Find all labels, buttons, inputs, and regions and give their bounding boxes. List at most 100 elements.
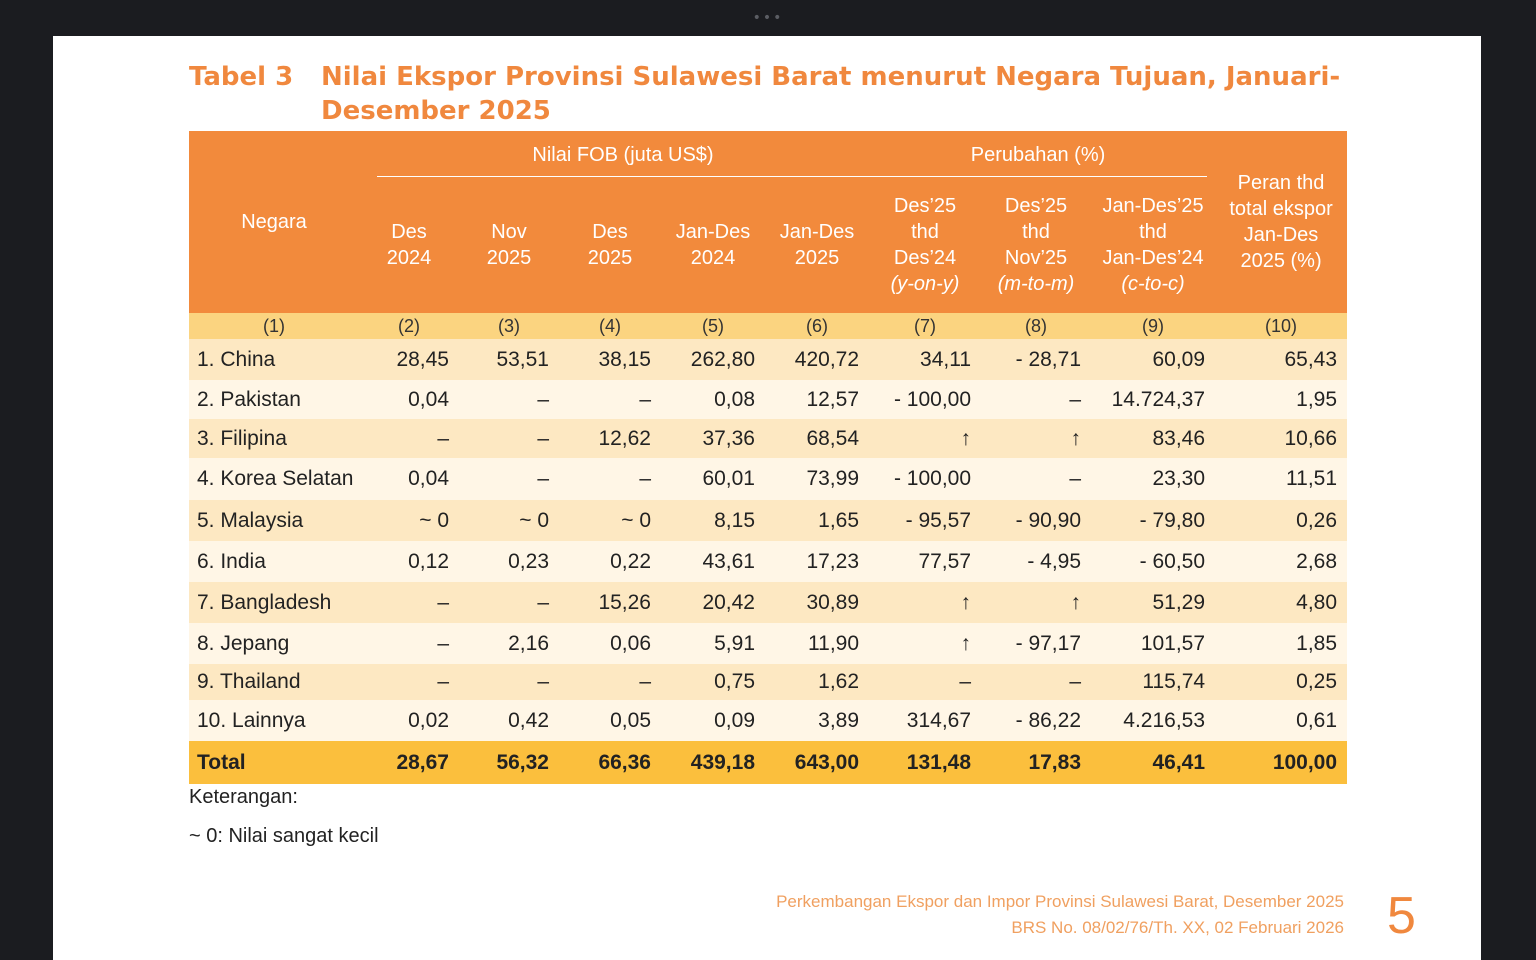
total-row: Total 28,67 56,32 66,36 439,18 643,00 13… (189, 741, 1348, 784)
table-cell: 14.724,37 (1091, 380, 1216, 419)
table-cell: 314,67 (869, 700, 982, 741)
table-cell: 0,61 (1215, 700, 1348, 741)
table-cell: 115,74 (1091, 664, 1216, 700)
notes-heading: Keterangan: (189, 786, 298, 808)
header-peran-line: Peran thd (1237, 172, 1325, 194)
column-number: (5) (661, 313, 765, 339)
header-line: Des’25 (1004, 195, 1068, 217)
table-cell: 60,09 (1091, 339, 1216, 380)
table-cell: 28,45 (359, 339, 459, 380)
export-table: Negara Nilai FOB (juta US$) Perubahan (%… (189, 131, 1348, 784)
country-name: 7. Bangladesh (189, 582, 359, 623)
table-cell: 10,66 (1215, 419, 1348, 458)
country-name: 2. Pakistan (189, 380, 359, 419)
table-cell: 30,89 (765, 582, 870, 623)
document-page: Tabel 3 Nilai Ekspor Provinsi Sulawesi B… (53, 36, 1481, 960)
table-cell: 0,04 (359, 458, 459, 500)
table-cell: – (559, 458, 661, 500)
header-line: 2024 (690, 247, 736, 269)
table-cell: 5,91 (661, 623, 765, 664)
table-cell: - 86,22 (981, 700, 1092, 741)
header-line: 2025 (486, 247, 532, 269)
table-cell: 0,08 (661, 380, 765, 419)
table-label: Tabel 3 (189, 62, 294, 92)
header-line: (y-on-y) (890, 273, 960, 295)
country-name: 6. India (189, 541, 359, 582)
header-line: Nov’25 (1004, 247, 1068, 269)
table-cell: - 60,50 (1091, 541, 1216, 582)
table-cell: 15,26 (559, 582, 661, 623)
table-cell: 83,46 (1091, 419, 1216, 458)
column-number: (3) (459, 313, 559, 339)
header-line: Des (592, 221, 628, 243)
header-col-3: Nov 2025 (459, 177, 559, 313)
table-cell: 12,57 (765, 380, 870, 419)
table-cell: 101,57 (1091, 623, 1216, 664)
column-number: (7) (869, 313, 982, 339)
table-cell: 65,43 (1215, 339, 1348, 380)
table-cell: – (459, 380, 559, 419)
header-line: 2025 (587, 247, 633, 269)
table-cell: ↑ (869, 623, 982, 664)
column-number: (1) (189, 313, 359, 339)
header-line: thd (1022, 221, 1050, 243)
footer-brs: BRS No. 08/02/76/Th. XX, 02 Februari 202… (1011, 918, 1344, 937)
total-cell: 46,41 (1091, 741, 1216, 784)
country-name: 8. Jepang (189, 623, 359, 664)
column-number: (8) (981, 313, 1092, 339)
table-row: 1. China 28,45 53,51 38,15 262,80 420,72 34,11… (189, 339, 1348, 380)
table-row: 2. Pakistan 0,04– –0,08 12,57- 100,00–14.72… (189, 380, 1348, 419)
table-cell: 37,36 (661, 419, 765, 458)
table-cell: 3,89 (765, 700, 870, 741)
table-cell: – (459, 582, 559, 623)
table-cell: ↑ (981, 582, 1092, 623)
table-cell: ~ 0 (559, 500, 661, 541)
total-cell: 100,00 (1215, 741, 1348, 784)
header-group-fob-label: Nilai FOB (juta US$) (377, 132, 870, 177)
country-name: 5. Malaysia (189, 500, 359, 541)
header-line: 2024 (386, 247, 432, 269)
table-cell: 8,15 (661, 500, 765, 541)
country-name: 4. Korea Selatan (189, 458, 359, 500)
table-cell: – (869, 664, 982, 700)
table-title-text: Nilai Ekspor Provinsi Sulawesi Barat men… (321, 62, 1341, 126)
table-cell: 0,05 (559, 700, 661, 741)
table-cell: 20,42 (661, 582, 765, 623)
header-peran-line: total ekspor (1229, 198, 1333, 220)
total-cell: 28,67 (359, 741, 459, 784)
header-line: 2025 (794, 247, 840, 269)
total-cell: 17,83 (981, 741, 1092, 784)
header-peran: Peran thd total ekspor Jan-Des 2025 (%) (1215, 131, 1348, 313)
country-name: 1. China (189, 339, 359, 380)
total-cell: 439,18 (661, 741, 765, 784)
table-cell: 1,85 (1215, 623, 1348, 664)
header-col-8: Des’25 thd Nov’25 (m-to-m) (981, 177, 1092, 313)
total-cell: 56,32 (459, 741, 559, 784)
table-cell: 0,26 (1215, 500, 1348, 541)
footer: Perkembangan Ekspor dan Impor Provinsi S… (776, 889, 1344, 941)
header-col-4: Des 2025 (559, 177, 661, 313)
table-row: 6. India 0,12 0,23 0,22 43,61 17,23 77,57- 4,9… (189, 541, 1348, 582)
table-row: 9. Thailand – – –0,75 1,62– –115,74 0,25 (189, 664, 1348, 700)
column-number: (4) (559, 313, 661, 339)
table-cell: 68,54 (765, 419, 870, 458)
table-cell: 420,72 (765, 339, 870, 380)
table-cell: – (459, 664, 559, 700)
page-number: 5 (1387, 887, 1416, 945)
table-cell: 23,30 (1091, 458, 1216, 500)
table-cell: – (981, 380, 1092, 419)
column-number: (6) (765, 313, 870, 339)
window-grip-handle[interactable]: ••• (752, 10, 784, 26)
table-cell: 11,51 (1215, 458, 1348, 500)
notes-line: ~ 0: Nilai sangat kecil (189, 825, 379, 847)
table-row: 8. Jepang –2,16 0,06 5,91 11,90 ↑ - 97,17 101,5… (189, 623, 1348, 664)
table-cell: – (359, 623, 459, 664)
header-line: Nov (491, 221, 527, 243)
table-cell: 11,90 (765, 623, 870, 664)
table-body: 1. China 28,45 53,51 38,15 262,80 420,72 34,11… (189, 339, 1348, 741)
table-row: 7. Bangladesh – –15,26 20,42 30,89 ↑ ↑ 51,29 4,8… (189, 582, 1348, 623)
table-row: 5. Malaysia ~ 0 ~ 0 ~ 0 8,15 1,65- 95,57- 90,… (189, 500, 1348, 541)
table-cell: – (359, 664, 459, 700)
table-cell: 4,80 (1215, 582, 1348, 623)
header-col-6: Jan-Des 2025 (765, 177, 870, 313)
